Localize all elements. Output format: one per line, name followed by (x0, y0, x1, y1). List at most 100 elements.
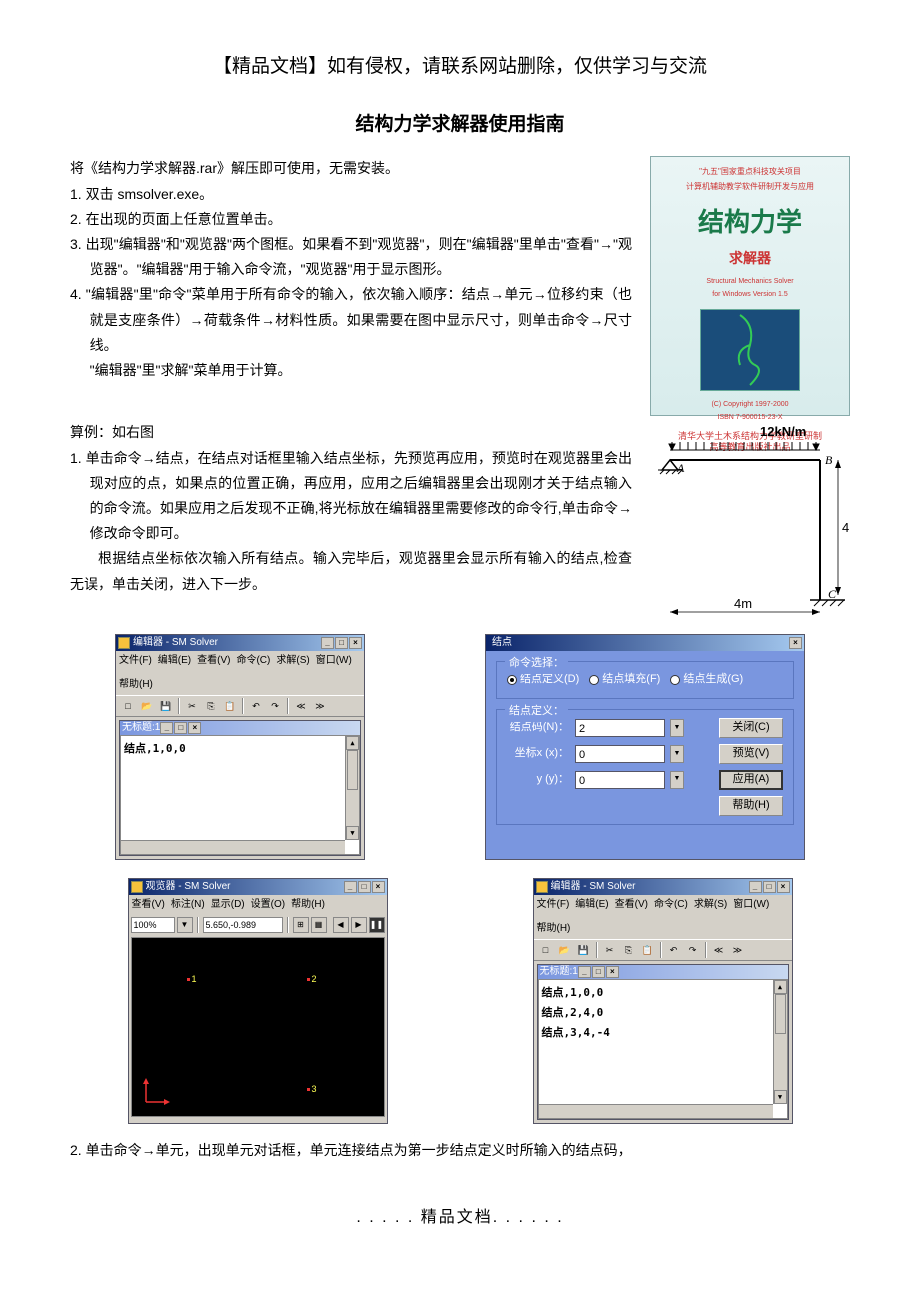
cmd-select-group: 命令选择： 结点定义(D) 结点填充(F) 结点生成(G) (496, 661, 794, 699)
menu-view[interactable]: 查看(V) (615, 896, 648, 914)
editor2-window: 编辑器 - SM Solver _ □ × 文件(F) 编辑(E) 查看(V) … (533, 878, 793, 1124)
tb-redo[interactable]: ↷ (266, 698, 284, 714)
tb-redo[interactable]: ↷ (684, 942, 702, 958)
menu-window[interactable]: 窗口(W) (316, 652, 352, 670)
vmenu-annot[interactable]: 标注(N) (171, 896, 205, 914)
zoom-dd[interactable]: ▼ (177, 917, 193, 933)
dd-code[interactable]: ▼ (670, 719, 684, 737)
inner-min[interactable]: _ (578, 966, 591, 978)
close-button[interactable]: × (777, 881, 790, 893)
tb-save[interactable]: 💾 (575, 942, 593, 958)
menu-cmd[interactable]: 命令(C) (654, 896, 688, 914)
intro-item4b: "编辑器"里"求解"菜单用于计算。 (70, 358, 632, 383)
inner-max[interactable]: □ (174, 722, 187, 734)
vt-btn3[interactable]: ◀ (333, 917, 349, 933)
scrollbar-v[interactable]: ▲ ▼ (773, 980, 787, 1104)
vmenu-help[interactable]: 帮助(H) (291, 896, 325, 914)
menu-solve[interactable]: 求解(S) (276, 652, 309, 670)
scrollbar-v[interactable]: ▲ ▼ (345, 736, 359, 840)
splash-canvas (700, 309, 800, 391)
close-button[interactable]: × (349, 637, 362, 649)
tb-prev[interactable]: ≪ (292, 698, 310, 714)
inner-max[interactable]: □ (592, 966, 605, 978)
tb-paste[interactable]: 📋 (639, 942, 657, 958)
btn-close[interactable]: 关闭(C) (719, 718, 783, 738)
radio-fill[interactable]: 结点填充(F) (589, 670, 660, 690)
radio-gen[interactable]: 结点生成(G) (670, 670, 743, 690)
btn-apply[interactable]: 应用(A) (719, 770, 783, 790)
scroll-down[interactable]: ▼ (774, 1090, 787, 1104)
tb-cut[interactable]: ✂ (183, 698, 201, 714)
editor2-body[interactable]: 结点,1,0,0 结点,2,4,0 结点,3,4,-4 ▲ ▼ (538, 979, 788, 1119)
input-y[interactable]: 0 (575, 771, 665, 789)
vt-pause[interactable]: ❚❚ (369, 917, 385, 933)
inner-close[interactable]: × (188, 722, 201, 734)
input-x[interactable]: 0 (575, 745, 665, 763)
maximize-button[interactable]: □ (358, 881, 371, 893)
tb-prev[interactable]: ≪ (710, 942, 728, 958)
scroll-thumb[interactable] (347, 750, 358, 790)
tb-new[interactable]: □ (537, 942, 555, 958)
dd-x[interactable]: ▼ (670, 745, 684, 763)
tb-undo[interactable]: ↶ (247, 698, 265, 714)
vt-btn1[interactable]: ⊞ (293, 917, 309, 933)
tb-new[interactable]: □ (119, 698, 137, 714)
btn-help[interactable]: 帮助(H) (719, 796, 783, 816)
scroll-down[interactable]: ▼ (346, 826, 359, 840)
maximize-button[interactable]: □ (335, 637, 348, 649)
svg-text:4m: 4m (734, 596, 752, 611)
menu-cmd[interactable]: 命令(C) (236, 652, 270, 670)
radio-label: 结点填充(F) (602, 670, 660, 690)
menu-help[interactable]: 帮助(H) (537, 920, 571, 938)
scrollbar-h[interactable] (539, 1104, 773, 1118)
menu-file[interactable]: 文件(F) (119, 652, 152, 670)
tb-copy[interactable]: ⎘ (202, 698, 220, 714)
vmenu-set[interactable]: 设置(O) (251, 896, 285, 914)
tb-next[interactable]: ≫ (729, 942, 747, 958)
inner-close[interactable]: × (606, 966, 619, 978)
tb-open[interactable]: 📂 (138, 698, 156, 714)
vmenu-disp[interactable]: 显示(D) (211, 896, 245, 914)
tb-save[interactable]: 💾 (157, 698, 175, 714)
tb-undo[interactable]: ↶ (665, 942, 683, 958)
scrollbar-h[interactable] (121, 840, 345, 854)
minimize-button[interactable]: _ (749, 881, 762, 893)
menu-edit[interactable]: 编辑(E) (575, 896, 608, 914)
menu-solve[interactable]: 求解(S) (694, 896, 727, 914)
menu-window[interactable]: 窗口(W) (733, 896, 769, 914)
dialog-titlebar[interactable]: 结点 × (486, 635, 804, 651)
dialog-close-x[interactable]: × (789, 637, 802, 649)
editor2-titlebar[interactable]: 编辑器 - SM Solver _ □ × (534, 879, 792, 895)
splash-top: "九五"国家重点科技攻关项目 计算机辅助教学软件研制开发与应用 (686, 165, 814, 194)
tb-open[interactable]: 📂 (556, 942, 574, 958)
tb-next[interactable]: ≫ (311, 698, 329, 714)
maximize-button[interactable]: □ (763, 881, 776, 893)
minimize-button[interactable]: _ (321, 637, 334, 649)
vt-btn2[interactable]: ▦ (311, 917, 327, 933)
minimize-button[interactable]: _ (344, 881, 357, 893)
vt-btn4[interactable]: ▶ (351, 917, 367, 933)
btn-preview[interactable]: 预览(V) (719, 744, 783, 764)
menu-edit[interactable]: 编辑(E) (158, 652, 191, 670)
input-code[interactable]: 2 (575, 719, 665, 737)
viewer-titlebar[interactable]: 观览器 - SM Solver _ □ × (129, 879, 387, 895)
vmenu-view[interactable]: 查看(V) (132, 896, 165, 914)
scroll-thumb[interactable] (775, 994, 786, 1034)
tb-paste[interactable]: 📋 (221, 698, 239, 714)
grp2-title: 结点定义： (505, 702, 568, 722)
scroll-up[interactable]: ▲ (774, 980, 787, 994)
menu-help[interactable]: 帮助(H) (119, 676, 153, 694)
close-button[interactable]: × (372, 881, 385, 893)
tb-cut[interactable]: ✂ (601, 942, 619, 958)
zoom-select[interactable]: 100% (131, 917, 175, 933)
menu-file[interactable]: 文件(F) (537, 896, 570, 914)
inner-min[interactable]: _ (160, 722, 173, 734)
editor1-body[interactable]: 结点,1,0,0 ▲ ▼ (120, 735, 360, 855)
dd-y[interactable]: ▼ (670, 771, 684, 789)
viewer-window: 观览器 - SM Solver _ □ × 查看(V) 标注(N) 显示(D) … (128, 878, 388, 1124)
viewer-canvas[interactable]: 1 2 3 (131, 937, 385, 1117)
tb-copy[interactable]: ⎘ (620, 942, 638, 958)
menu-view[interactable]: 查看(V) (197, 652, 230, 670)
scroll-up[interactable]: ▲ (346, 736, 359, 750)
editor1-titlebar[interactable]: 编辑器 - SM Solver _ □ × (116, 635, 364, 651)
